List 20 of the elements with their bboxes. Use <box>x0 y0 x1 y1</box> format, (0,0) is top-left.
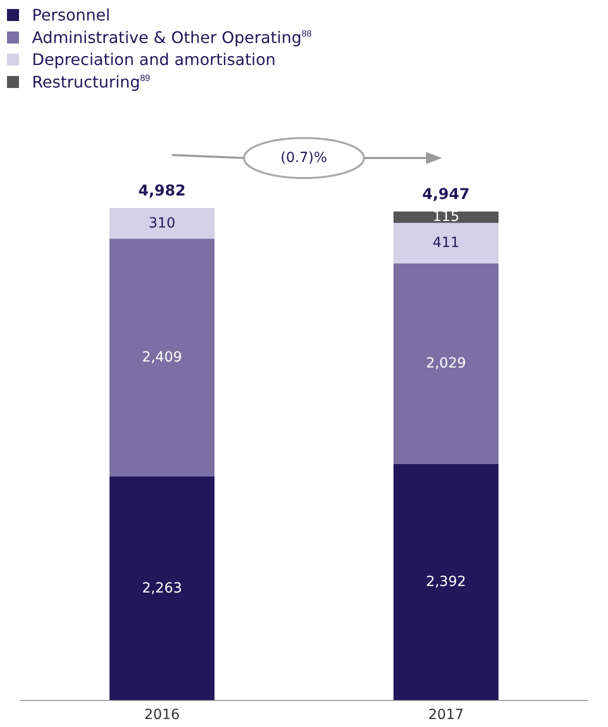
bar <box>110 476 214 700</box>
data-label: 2,409 <box>142 350 182 366</box>
data-label: 411 <box>432 235 460 252</box>
bar <box>394 211 498 223</box>
data-label: 2,392 <box>426 574 466 590</box>
bar <box>394 464 498 700</box>
data-label: 2,263 <box>142 580 182 596</box>
bar <box>110 238 214 477</box>
x-tick-label: 2016 <box>144 707 180 723</box>
data-label: 310 <box>148 215 176 232</box>
data-label: 2,029 <box>426 356 466 372</box>
legend-label: Personnel <box>32 6 110 24</box>
bar <box>394 263 498 464</box>
total-label: 4,982 <box>138 182 186 200</box>
bar <box>394 222 498 264</box>
bar <box>110 208 214 239</box>
x-tick-label: 2017 <box>428 707 464 723</box>
legend-label: Depreciation and amortisation <box>32 50 276 69</box>
text: (0.7)% <box>280 150 327 166</box>
total-label: 4,947 <box>422 184 470 203</box>
